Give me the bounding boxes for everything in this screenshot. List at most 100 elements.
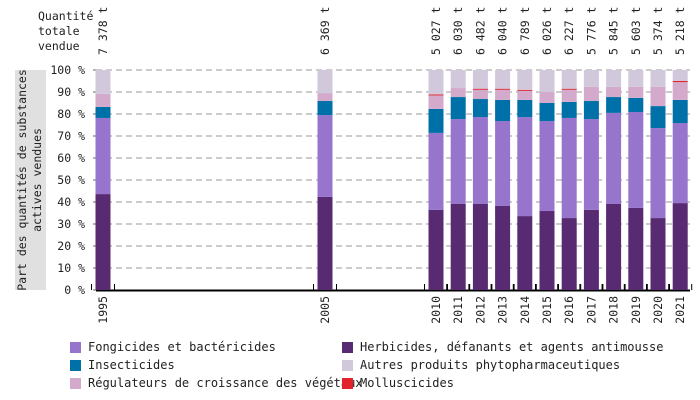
x-tick-label: 2019 bbox=[629, 296, 643, 324]
bar-segment bbox=[95, 93, 111, 107]
total-label: 7 378 t bbox=[96, 7, 110, 55]
y-tick-label: 70 % bbox=[57, 129, 85, 143]
bar-segment bbox=[495, 89, 511, 100]
legend-item: Fongicides et bactéricides bbox=[70, 340, 276, 354]
legend-label: Autres produits phytopharmaceutiques bbox=[360, 358, 621, 372]
bar-segment bbox=[672, 99, 688, 124]
bar-segment bbox=[450, 203, 466, 290]
bar-segment bbox=[628, 97, 644, 113]
bar-segment bbox=[628, 86, 644, 98]
y-tick-label: 20 % bbox=[57, 239, 85, 253]
bar-segment bbox=[495, 99, 511, 122]
bar-segment bbox=[606, 70, 622, 87]
bar-segment bbox=[628, 70, 644, 87]
bar-segment bbox=[583, 119, 599, 210]
bar-segment bbox=[450, 88, 466, 98]
bar-segment bbox=[95, 117, 111, 195]
bar-segment bbox=[317, 93, 333, 102]
bar-segment bbox=[317, 196, 333, 290]
bar-segment bbox=[672, 123, 688, 204]
bar-segment bbox=[428, 94, 444, 96]
bar-segment bbox=[517, 216, 533, 290]
bar-segment bbox=[317, 101, 333, 116]
legend-label: Fongicides et bactéricides bbox=[88, 340, 276, 354]
bar-segment bbox=[628, 112, 644, 208]
y-tick-label: 100 % bbox=[50, 63, 85, 77]
bar-segment bbox=[672, 82, 688, 100]
legend-swatch bbox=[70, 359, 81, 371]
total-label: 5 845 t bbox=[607, 7, 621, 55]
bar-segment bbox=[472, 89, 488, 100]
bar-segment bbox=[472, 117, 488, 204]
legend-label: Herbicides, défanants et agents antimous… bbox=[360, 340, 664, 354]
y-axis-label: Part des quantités de substances bbox=[15, 69, 29, 291]
bar-segment bbox=[495, 205, 511, 290]
bar-segment bbox=[428, 95, 444, 109]
x-tick-label: 2011 bbox=[451, 296, 465, 324]
legend-swatch bbox=[70, 341, 81, 353]
bar-segment bbox=[472, 99, 488, 118]
total-label: 6 789 t bbox=[518, 7, 532, 55]
bar-segment bbox=[539, 70, 555, 92]
legend-item: Herbicides, défanants et agents antimous… bbox=[342, 340, 663, 354]
y-tick-label: 80 % bbox=[57, 107, 85, 121]
legend-swatch bbox=[342, 359, 353, 371]
bar-segment bbox=[472, 203, 488, 290]
x-tick-label: 2017 bbox=[584, 296, 598, 324]
bar-segment bbox=[650, 128, 666, 219]
bar-segment bbox=[472, 70, 488, 89]
bar-segment bbox=[606, 97, 622, 113]
legend-label: Molluscicides bbox=[360, 376, 454, 390]
y-tick-label: 50 % bbox=[57, 173, 85, 187]
bar-segment bbox=[539, 92, 555, 103]
bar-segment bbox=[450, 70, 466, 89]
bar-segment bbox=[428, 108, 444, 133]
bar-segment bbox=[495, 88, 511, 90]
bar-segment bbox=[672, 203, 688, 290]
total-label: 6 227 t bbox=[562, 7, 576, 55]
bar-segment bbox=[561, 89, 577, 102]
bar-segment bbox=[450, 119, 466, 204]
legend-item: Régulateurs de croissance des végétaux bbox=[70, 376, 363, 390]
bar-segment bbox=[472, 88, 488, 90]
bar-segment bbox=[583, 209, 599, 290]
bar-segment bbox=[517, 90, 533, 100]
total-label: 5 218 t bbox=[673, 7, 687, 55]
x-tick-label: 2018 bbox=[607, 296, 621, 324]
x-tick-label: 2015 bbox=[540, 296, 554, 324]
bar-segment bbox=[517, 70, 533, 90]
total-label: 6 482 t bbox=[473, 7, 487, 55]
total-label: 5 027 t bbox=[429, 7, 443, 55]
bar-segment bbox=[317, 70, 333, 94]
y-tick-label: 40 % bbox=[57, 195, 85, 209]
bar-segment bbox=[95, 106, 111, 118]
y-tick-label: 60 % bbox=[57, 151, 85, 165]
bar-segment bbox=[428, 70, 444, 95]
y-tick-label: 0 % bbox=[64, 283, 85, 297]
bar-segment bbox=[561, 88, 577, 90]
x-tick-label: 2013 bbox=[496, 296, 510, 324]
bar-segment bbox=[561, 101, 577, 118]
legend-item: Autres produits phytopharmaceutiques bbox=[342, 358, 620, 372]
total-label: 6 030 t bbox=[451, 7, 465, 55]
bar-segment bbox=[650, 106, 666, 129]
x-tick-label: 2016 bbox=[562, 296, 576, 324]
bar-segment bbox=[583, 86, 599, 102]
x-tick-label: 2021 bbox=[673, 296, 687, 324]
bar-segment bbox=[650, 218, 666, 290]
bar-segment bbox=[539, 103, 555, 122]
legend-item: Molluscicides bbox=[342, 376, 454, 390]
bar-segment bbox=[517, 117, 533, 217]
bar-segment bbox=[606, 86, 622, 98]
bar-segment bbox=[517, 89, 533, 91]
bar-segment bbox=[317, 115, 333, 197]
legend-label: Insecticides bbox=[88, 358, 175, 372]
total-label: 5 776 t bbox=[584, 7, 598, 55]
bar-segment bbox=[606, 112, 622, 204]
totals-title-line: Quantité bbox=[38, 9, 93, 23]
x-tick-label: 2020 bbox=[651, 296, 665, 324]
legend-label: Régulateurs de croissance des végétaux bbox=[88, 376, 363, 390]
bar-segment bbox=[450, 97, 466, 120]
bar-segment bbox=[650, 70, 666, 87]
